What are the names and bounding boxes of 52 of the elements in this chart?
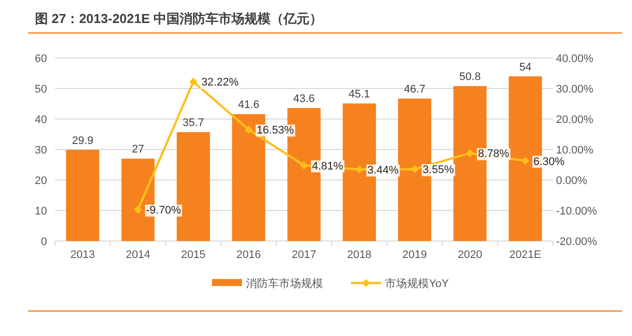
point (410, 165, 419, 174)
y2-tick-label: 10.00% (556, 144, 594, 156)
data-label: 32.22% (201, 76, 239, 89)
y-tick-label: 20 (34, 175, 47, 187)
point (355, 166, 364, 174)
y2-tick-label: -20.00% (556, 236, 598, 248)
data-label: 3.55% (422, 164, 454, 176)
chart-title: 图 27：2013-2021E 中国消防车市场规模（亿元） (35, 11, 323, 26)
x-tick-label: 2017 (292, 249, 316, 261)
data-label: 46.7 (404, 84, 426, 96)
y2-tick-label: -10.00% (556, 206, 598, 218)
x-tick-label: 2019 (402, 249, 427, 261)
point (300, 161, 308, 170)
y2-tick-label: 30.00% (556, 84, 594, 96)
data-label: 6.30% (533, 156, 565, 168)
y-tick-label: 40 (34, 114, 47, 126)
x-tick-label: 2013 (70, 249, 95, 261)
data-label: 35.7 (182, 117, 204, 130)
x-tick-label: 2018 (347, 249, 372, 261)
point (244, 126, 253, 134)
data-label: 8.78% (478, 148, 510, 160)
y2-tick-label: 20.00% (556, 114, 594, 126)
point (466, 149, 474, 158)
x-tick-label: 2015 (181, 249, 206, 261)
bar (66, 150, 100, 241)
x-tick-label: 2014 (126, 249, 150, 261)
point (521, 156, 530, 165)
data-label: 3.44% (367, 164, 399, 177)
y-tick-label: 0 (40, 236, 47, 248)
data-label: 41.6 (238, 99, 260, 112)
data-label: 16.53% (256, 124, 294, 137)
data-label: 50.8 (459, 71, 481, 84)
data-label: 43.6 (293, 93, 315, 106)
data-label: -9.70% (146, 204, 182, 217)
x-tick-label: 2016 (236, 249, 261, 261)
data-label: 4.81% (312, 160, 344, 172)
legend-label: 消防车市场规模 (246, 277, 323, 290)
y-tick-label: 50 (34, 84, 47, 96)
point (189, 78, 198, 86)
data-label: 29.9 (72, 134, 94, 147)
y2-tick-label: 0.00% (556, 175, 588, 187)
x-tick-label: 2020 (458, 249, 482, 261)
x-tick-label: 2021E (509, 249, 542, 261)
y2-tick-label: 40.00% (556, 53, 594, 65)
point (134, 206, 142, 214)
data-label: 27 (132, 144, 144, 156)
y-tick-label: 30 (34, 144, 47, 156)
data-label: 45.1 (348, 88, 370, 100)
y-tick-label: 10 (34, 206, 47, 218)
legend-label: 市场规模YoY (385, 277, 450, 290)
y-tick-label: 60 (34, 53, 47, 65)
data-label: 54 (519, 61, 532, 74)
